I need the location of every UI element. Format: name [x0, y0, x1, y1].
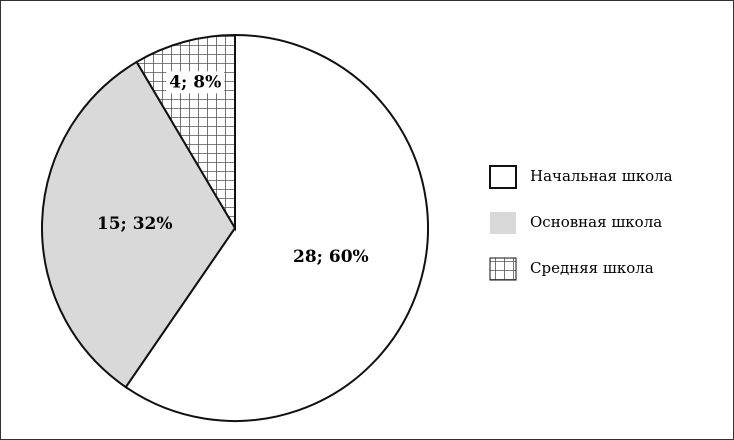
pie-slice: [41, 60, 237, 389]
pie-slice: [124, 33, 429, 422]
legend-swatch: [489, 257, 517, 281]
slice-label: 15; 32%: [97, 214, 173, 234]
legend-swatch: [489, 165, 517, 189]
slice-label: 28; 60%: [293, 247, 369, 267]
legend-label: Средняя школа: [530, 259, 654, 277]
legend-label: Основная школа: [530, 213, 662, 231]
legend-label: Начальная школа: [530, 167, 673, 185]
label-bg: [166, 71, 225, 94]
slice-label: 4; 8%: [169, 72, 221, 92]
legend-swatch: [490, 212, 516, 234]
